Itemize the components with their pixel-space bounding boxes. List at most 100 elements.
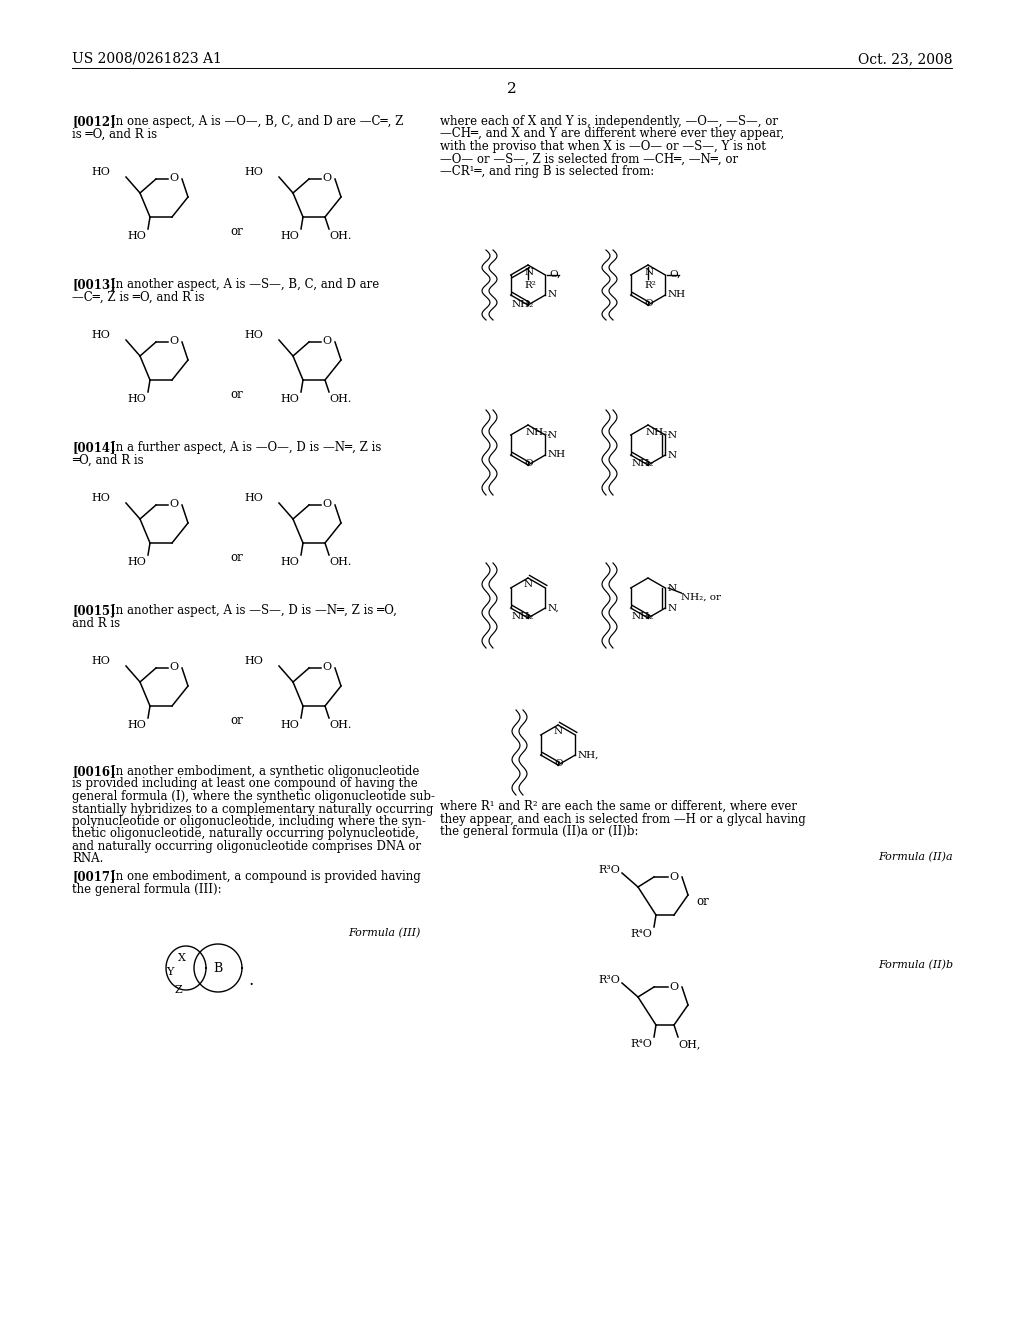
Text: HO: HO	[127, 393, 146, 404]
Text: O: O	[323, 499, 332, 510]
Text: O: O	[323, 663, 332, 672]
Text: O: O	[524, 459, 534, 469]
Text: In another aspect, A is —S—, B, C, and D are: In another aspect, A is —S—, B, C, and D…	[111, 279, 379, 290]
Text: where R¹ and R² are each the same or different, where ever: where R¹ and R² are each the same or dif…	[440, 800, 797, 813]
Text: is ═O, and R is: is ═O, and R is	[72, 128, 157, 141]
Text: [0016]: [0016]	[72, 766, 116, 777]
Text: In one aspect, A is —O—, B, C, and D are —C═, Z: In one aspect, A is —O—, B, C, and D are…	[111, 115, 403, 128]
Text: N: N	[524, 579, 534, 589]
Text: OH.: OH.	[329, 557, 351, 568]
Text: [0012]: [0012]	[72, 115, 116, 128]
Text: where each of X and Y is, independently, —O—, —S—, or: where each of X and Y is, independently,…	[440, 115, 778, 128]
Text: O: O	[169, 337, 178, 346]
Text: O: O	[169, 173, 178, 183]
Text: HO: HO	[91, 330, 110, 341]
Text: N: N	[668, 451, 677, 459]
Text: O,: O,	[670, 271, 681, 279]
Text: In another aspect, A is —S—, D is —N═, Z is ═O,: In another aspect, A is —S—, D is —N═, Z…	[111, 605, 397, 616]
Text: 2: 2	[507, 82, 517, 96]
Text: N: N	[547, 432, 556, 440]
Text: thetic oligonucleotide, naturally occurring polynucleotide,: thetic oligonucleotide, naturally occurr…	[72, 828, 419, 841]
Text: HO: HO	[281, 393, 299, 404]
Text: N,: N,	[547, 605, 559, 612]
Text: —CR¹═, and ring B is selected from:: —CR¹═, and ring B is selected from:	[440, 165, 654, 178]
Text: O: O	[555, 759, 563, 768]
Text: R⁴O: R⁴O	[630, 929, 652, 939]
Text: or: or	[696, 895, 709, 908]
Text: or: or	[230, 388, 243, 401]
Text: Oct. 23, 2008: Oct. 23, 2008	[857, 51, 952, 66]
Text: [0014]: [0014]	[72, 441, 116, 454]
Text: NH: NH	[547, 450, 565, 459]
Text: O,: O,	[549, 271, 560, 279]
Text: O: O	[645, 300, 653, 308]
Text: —C═, Z is ═O, and R is: —C═, Z is ═O, and R is	[72, 290, 205, 304]
Text: NH₂.: NH₂.	[646, 428, 672, 437]
Text: NH₂: NH₂	[512, 612, 535, 620]
Text: N: N	[668, 432, 677, 440]
Text: the general formula (III):: the general formula (III):	[72, 883, 221, 896]
Text: N: N	[645, 268, 654, 277]
Text: R⁴O: R⁴O	[630, 1039, 652, 1049]
Text: [0015]: [0015]	[72, 605, 116, 616]
Text: HO: HO	[91, 168, 110, 177]
Text: NH₂: NH₂	[632, 612, 654, 620]
Text: or: or	[230, 550, 243, 564]
Text: HO: HO	[244, 330, 263, 341]
Text: N: N	[668, 583, 677, 593]
Text: stantially hybridizes to a complementary naturally occurring: stantially hybridizes to a complementary…	[72, 803, 433, 816]
Text: US 2008/0261823 A1: US 2008/0261823 A1	[72, 51, 222, 66]
Text: HO: HO	[91, 492, 110, 503]
Text: NH: NH	[668, 290, 685, 300]
Text: O: O	[169, 663, 178, 672]
Text: HO: HO	[127, 557, 146, 568]
Text: general formula (I), where the synthetic oligonucleotide sub-: general formula (I), where the synthetic…	[72, 789, 435, 803]
Text: Formula (III): Formula (III)	[348, 928, 421, 939]
Text: Formula (II)a: Formula (II)a	[878, 851, 952, 862]
Text: In another embodiment, a synthetic oligonucleotide: In another embodiment, a synthetic oligo…	[111, 766, 420, 777]
Text: HO: HO	[244, 492, 263, 503]
Text: HO: HO	[281, 231, 299, 242]
Text: Z: Z	[175, 985, 182, 995]
Text: N: N	[554, 727, 563, 737]
Text: R³O: R³O	[598, 865, 620, 875]
Text: N: N	[668, 605, 677, 612]
Text: Formula (II)b: Formula (II)b	[878, 960, 953, 970]
Text: NH₂,: NH₂,	[526, 428, 552, 437]
Text: —CH═, and X and Y are different where ever they appear,: —CH═, and X and Y are different where ev…	[440, 128, 784, 140]
Text: R³O: R³O	[598, 975, 620, 985]
Text: is provided including at least one compound of having the: is provided including at least one compo…	[72, 777, 418, 791]
Text: O: O	[670, 982, 679, 993]
Text: NH₂: NH₂	[512, 300, 535, 309]
Text: and naturally occurring oligonucleotide comprises DNA or: and naturally occurring oligonucleotide …	[72, 840, 421, 853]
Text: HO: HO	[127, 231, 146, 242]
Text: Y: Y	[166, 968, 173, 977]
Text: HO: HO	[91, 656, 110, 667]
Text: NH₂, or: NH₂, or	[681, 593, 721, 602]
Text: B: B	[213, 962, 222, 975]
Text: with the proviso that when X is —O— or —S—, Y is not: with the proviso that when X is —O— or —…	[440, 140, 766, 153]
Text: polynucleotide or oligonucleotide, including where the syn-: polynucleotide or oligonucleotide, inclu…	[72, 814, 426, 828]
Text: or: or	[230, 714, 243, 727]
Text: O: O	[670, 873, 679, 882]
Text: the general formula (II)a or (II)b:: the general formula (II)a or (II)b:	[440, 825, 639, 838]
Text: R²: R²	[644, 281, 656, 290]
Text: OH.: OH.	[329, 231, 351, 242]
Text: OH,: OH,	[678, 1039, 700, 1049]
Text: NH₂: NH₂	[632, 459, 654, 469]
Text: —O— or —S—, Z is selected from —CH═, —N═, or: —O— or —S—, Z is selected from —CH═, —N═…	[440, 153, 738, 165]
Text: OH.: OH.	[329, 393, 351, 404]
Text: HO: HO	[127, 719, 146, 730]
Text: ═O, and R is: ═O, and R is	[72, 454, 143, 467]
Text: O: O	[323, 173, 332, 183]
Text: HO: HO	[244, 656, 263, 667]
Text: .: .	[248, 972, 253, 989]
Text: N: N	[525, 268, 535, 277]
Text: HO: HO	[244, 168, 263, 177]
Text: R²: R²	[524, 281, 536, 290]
Text: N: N	[547, 290, 556, 300]
Text: OH.: OH.	[329, 719, 351, 730]
Text: they appear, and each is selected from —H or a glycal having: they appear, and each is selected from —…	[440, 813, 806, 825]
Text: NH,: NH,	[578, 751, 599, 760]
Text: and R is: and R is	[72, 616, 120, 630]
